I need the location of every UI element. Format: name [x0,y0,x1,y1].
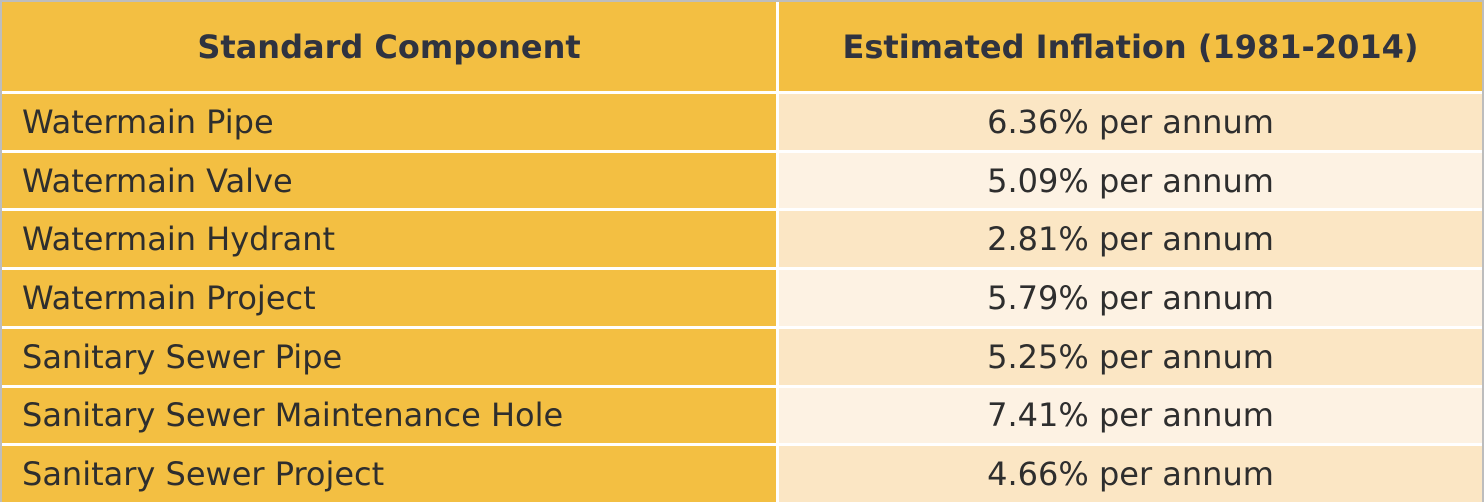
inflation-cell: 2.81% per annum [779,211,1482,268]
component-cell: Watermain Valve [2,152,776,209]
component-cell: Sanitary Sewer Maintenance Hole [2,387,776,444]
inflation-cell: 7.41% per annum [779,387,1482,444]
inflation-cell: 5.09% per annum [779,152,1482,209]
inflation-cell: 5.79% per annum [779,270,1482,326]
header-cell: Estimated Inflation (1981-2014) [779,2,1482,91]
component-cell: Sanitary Sewer Project [2,446,776,502]
component-cell: Watermain Pipe [2,94,776,150]
inflation-cell: 5.25% per annum [779,328,1482,385]
component-cell: Watermain Project [2,270,776,326]
component-cell: Sanitary Sewer Pipe [2,328,776,385]
component-cell: Watermain Hydrant [2,211,776,268]
inflation-cell: 4.66% per annum [779,446,1482,502]
inflation-cell: 6.36% per annum [779,94,1482,150]
header-cell: Standard Component [2,2,776,91]
